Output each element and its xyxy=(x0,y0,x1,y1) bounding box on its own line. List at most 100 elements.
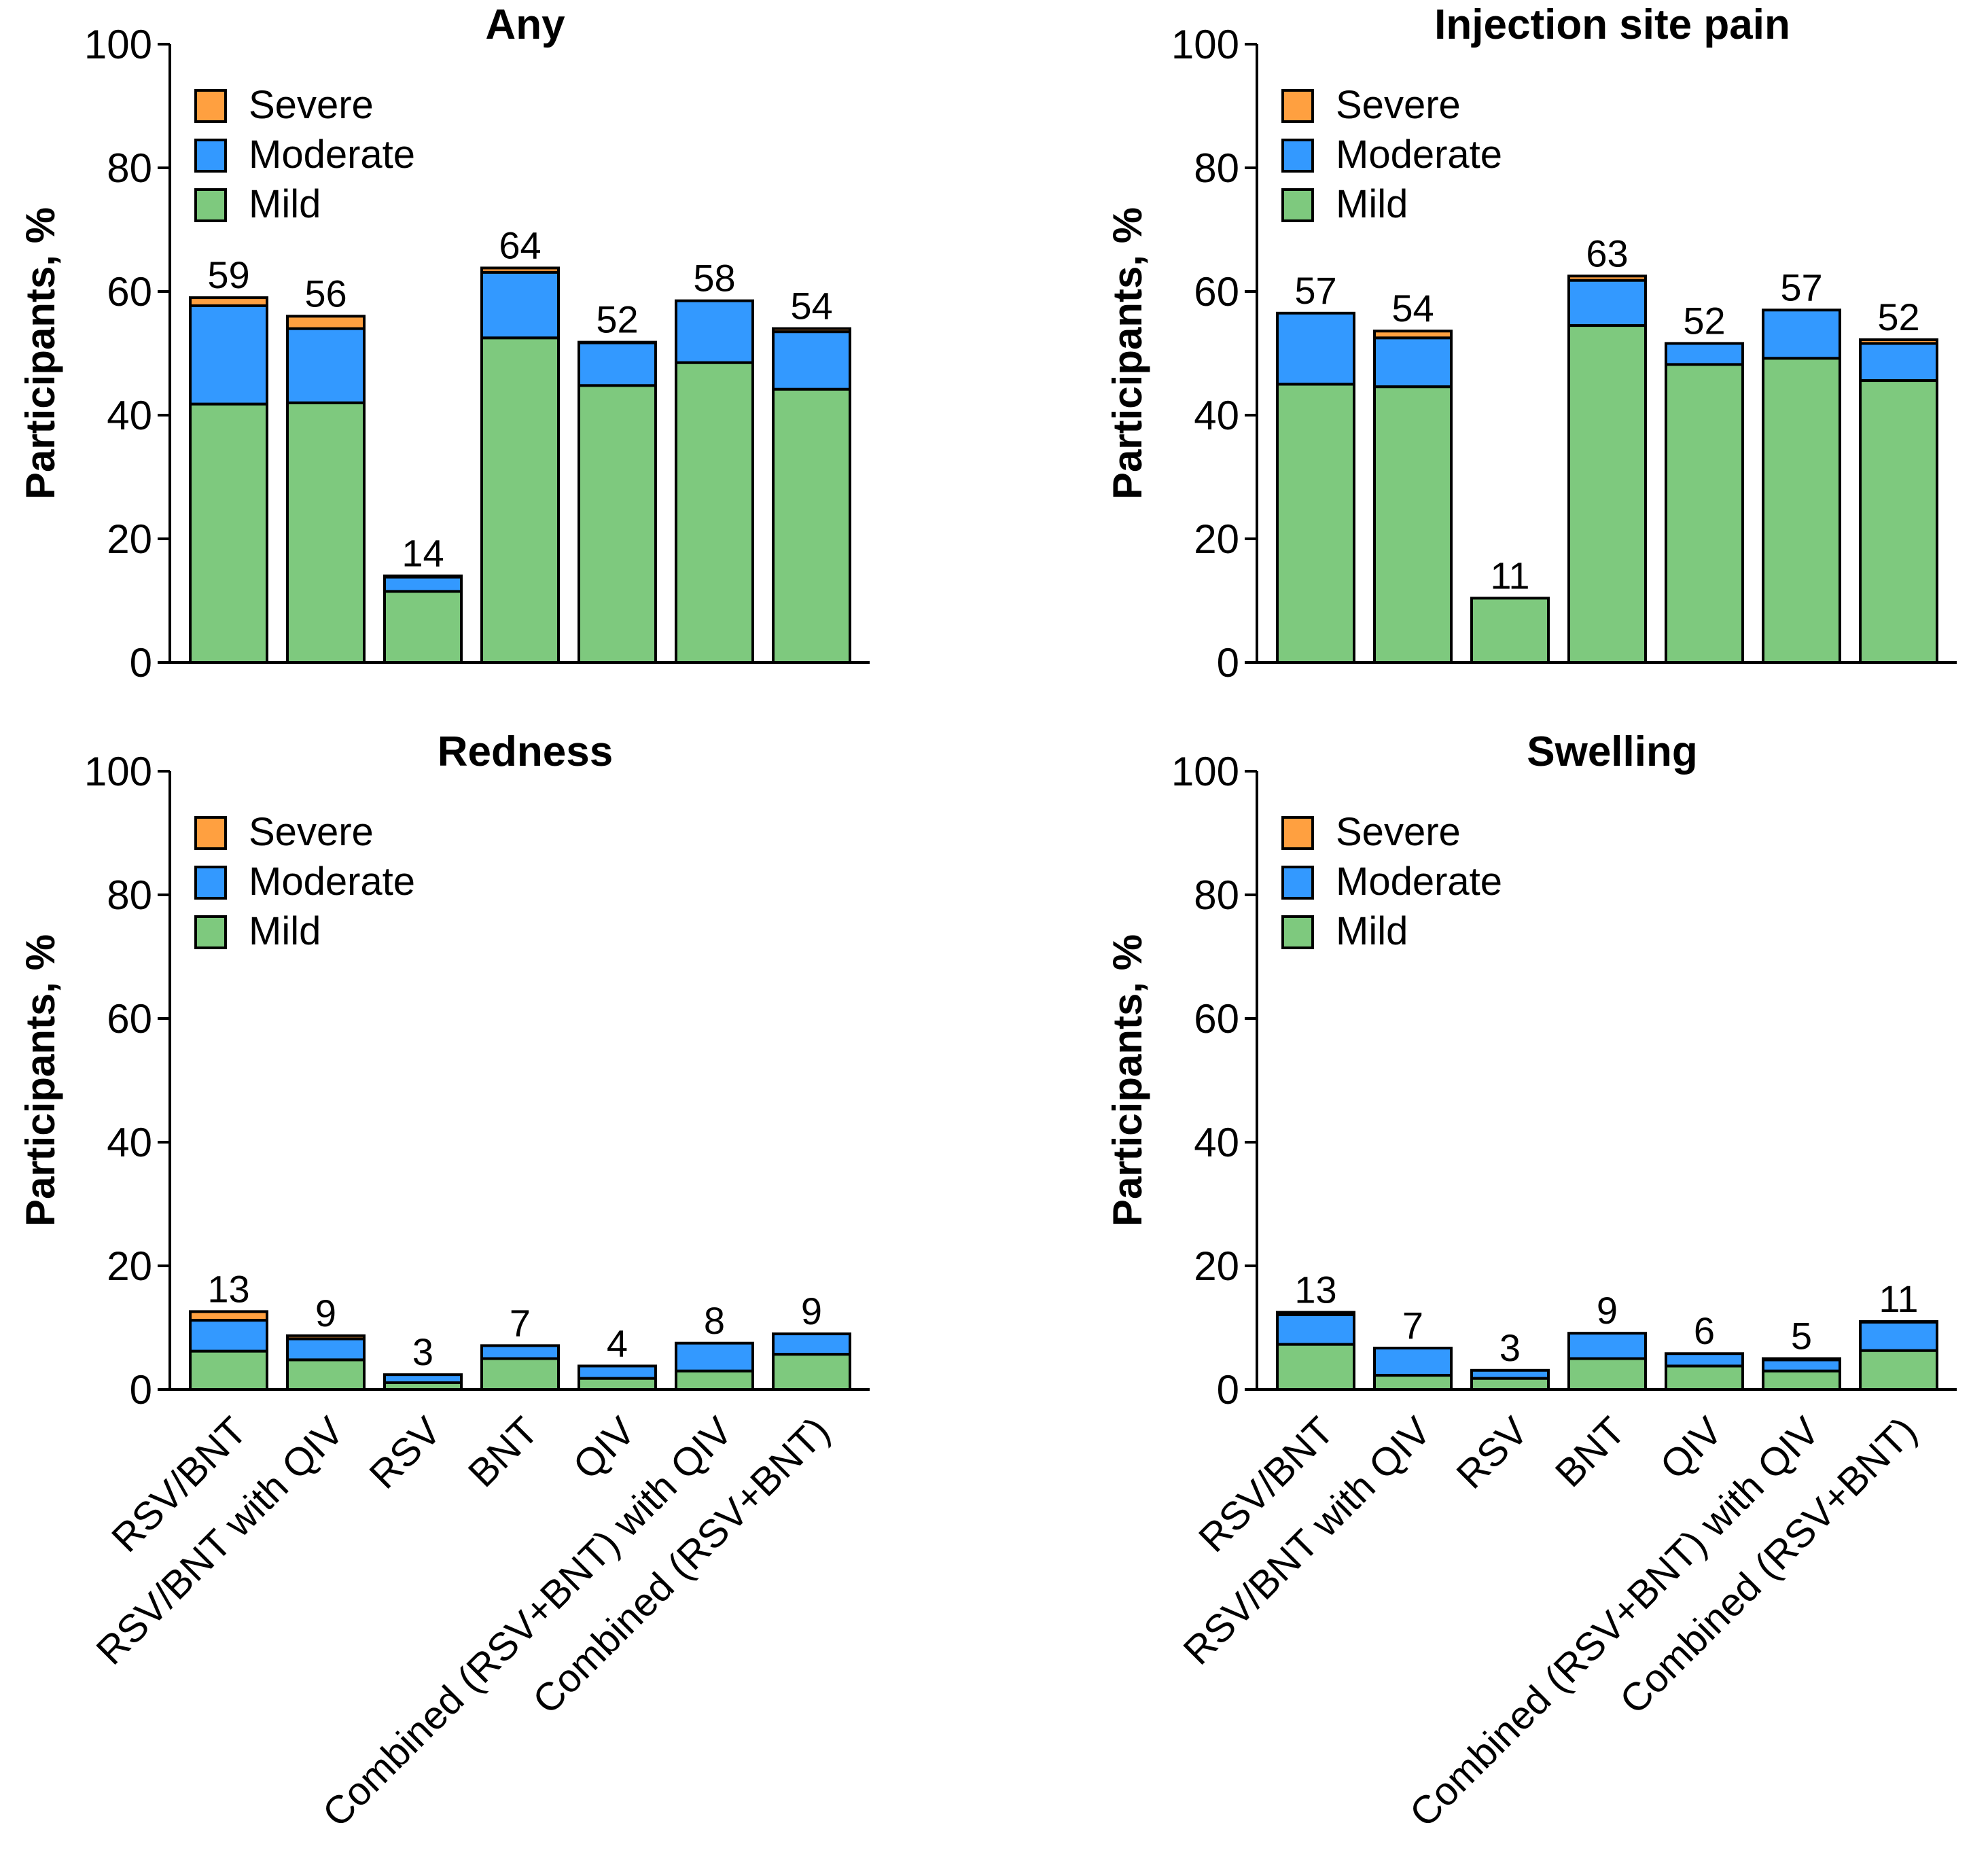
y-tick-label: 60 xyxy=(1194,996,1239,1042)
y-tick-label: 100 xyxy=(84,749,152,794)
bar-mild-1 xyxy=(1276,1343,1355,1391)
bar-mild-1 xyxy=(189,402,268,664)
y-tick-label: 40 xyxy=(1194,1120,1239,1165)
bar-mild-1 xyxy=(189,1349,268,1391)
y-tick-label: 60 xyxy=(107,269,152,315)
chart-title: Any xyxy=(485,1,565,48)
bar-severe-4 xyxy=(480,266,560,274)
bar-mild-6 xyxy=(675,1369,754,1391)
bar-mild-6 xyxy=(1762,1369,1841,1391)
category-label: RSV xyxy=(361,1409,450,1498)
bar-moderate-5 xyxy=(1665,1352,1744,1368)
bar-moderate-5 xyxy=(578,341,657,387)
legend-label-severe: Severe xyxy=(1336,83,1461,127)
bar-total-label: 3 xyxy=(1499,1326,1521,1369)
bar-moderate-1 xyxy=(1276,311,1355,386)
bar-moderate-5 xyxy=(578,1364,657,1380)
bar-mild-5 xyxy=(578,384,657,664)
bar-severe-2 xyxy=(1373,330,1453,340)
bar-mild-5 xyxy=(1665,1364,1744,1392)
y-tick-label: 0 xyxy=(1217,640,1239,686)
category-label: BNT xyxy=(460,1409,547,1496)
bar-severe-2 xyxy=(286,315,366,330)
legend-swatch-mild xyxy=(1281,915,1314,949)
bar-mild-5 xyxy=(1665,363,1744,664)
bar-severe-1 xyxy=(1276,1311,1355,1316)
legend-label-mild: Mild xyxy=(1336,909,1408,953)
bar-total-label: 58 xyxy=(693,257,735,300)
bar-total-label: 57 xyxy=(1780,266,1822,308)
y-axis-label: Participants, % xyxy=(1105,207,1150,499)
bar-total-label: 4 xyxy=(607,1322,628,1364)
bar-mild-6 xyxy=(675,361,754,665)
bar-moderate-4 xyxy=(1567,1332,1647,1360)
legend-swatch-moderate xyxy=(194,866,227,900)
y-tick-label: 100 xyxy=(84,22,152,67)
category-label: QIV xyxy=(565,1409,644,1488)
bar-total-label: 7 xyxy=(510,1301,531,1344)
chart-title: Redness xyxy=(438,728,613,775)
bar-total-label: 11 xyxy=(1879,1277,1918,1320)
bar-mild-1 xyxy=(1276,383,1355,664)
bar-moderate-5 xyxy=(1665,342,1744,366)
legend-swatch-severe xyxy=(1281,89,1314,123)
legend-label-mild: Mild xyxy=(249,182,321,226)
bar-total-label: 54 xyxy=(790,285,832,328)
y-tick-label: 40 xyxy=(1194,393,1239,438)
bar-moderate-2 xyxy=(1373,1347,1453,1377)
bar-moderate-2 xyxy=(286,1337,366,1362)
bar-mild-7 xyxy=(772,1353,851,1392)
bar-mild-4 xyxy=(1567,1357,1647,1391)
bar-total-label: 54 xyxy=(1391,287,1434,330)
y-tick-label: 100 xyxy=(1171,22,1239,67)
bar-moderate-4 xyxy=(1567,279,1647,328)
bar-moderate-4 xyxy=(480,270,560,340)
y-tick-label: 40 xyxy=(107,1120,152,1165)
legend-swatch-mild xyxy=(194,188,227,222)
bar-severe-2 xyxy=(286,1334,366,1341)
bar-moderate-7 xyxy=(772,1332,851,1356)
bar-total-label: 9 xyxy=(1597,1289,1618,1332)
y-tick-label: 80 xyxy=(107,145,152,191)
bar-mild-3 xyxy=(1470,1377,1550,1391)
category-label: BNT xyxy=(1547,1409,1634,1496)
bar-severe-6 xyxy=(1762,1357,1841,1362)
bar-total-label: 52 xyxy=(596,298,638,341)
bar-severe-7 xyxy=(772,327,851,334)
bar-mild-6 xyxy=(1762,357,1841,665)
bar-moderate-6 xyxy=(675,1341,754,1373)
bar-moderate-3 xyxy=(1470,1368,1550,1380)
legend-label-severe: Severe xyxy=(249,83,374,127)
bar-total-label: 64 xyxy=(499,224,541,266)
category-label: QIV xyxy=(1652,1409,1731,1488)
bar-severe-5 xyxy=(578,340,657,344)
bar-moderate-6 xyxy=(1762,308,1841,360)
bar-total-label: 63 xyxy=(1586,232,1628,275)
y-axis-label: Participants, % xyxy=(18,207,63,499)
bar-mild-2 xyxy=(1373,1374,1453,1391)
y-tick-label: 80 xyxy=(1194,872,1239,918)
y-tick-label: 20 xyxy=(1194,1243,1239,1289)
bar-severe-3 xyxy=(383,574,463,579)
bar-total-label: 52 xyxy=(1877,296,1919,338)
bar-total-label: 14 xyxy=(402,532,444,575)
legend-label-moderate: Moderate xyxy=(1336,860,1502,904)
chart-title: Injection site pain xyxy=(1434,1,1790,48)
bar-mild-4 xyxy=(1567,324,1647,664)
legend-label-moderate: Moderate xyxy=(249,860,415,904)
bar-severe-4 xyxy=(1567,275,1647,282)
bar-mild-3 xyxy=(383,590,463,664)
y-tick-label: 20 xyxy=(107,1243,152,1289)
legend-swatch-severe xyxy=(1281,816,1314,850)
bar-total-label: 11 xyxy=(1490,554,1529,597)
y-tick-label: 20 xyxy=(107,516,152,562)
y-tick-label: 0 xyxy=(1217,1367,1239,1413)
bar-total-label: 6 xyxy=(1694,1309,1715,1352)
bar-total-label: 52 xyxy=(1683,299,1725,342)
bar-severe-1 xyxy=(189,296,268,307)
bar-moderate-6 xyxy=(675,299,754,364)
y-tick-label: 60 xyxy=(107,996,152,1042)
y-tick-label: 100 xyxy=(1171,749,1239,794)
